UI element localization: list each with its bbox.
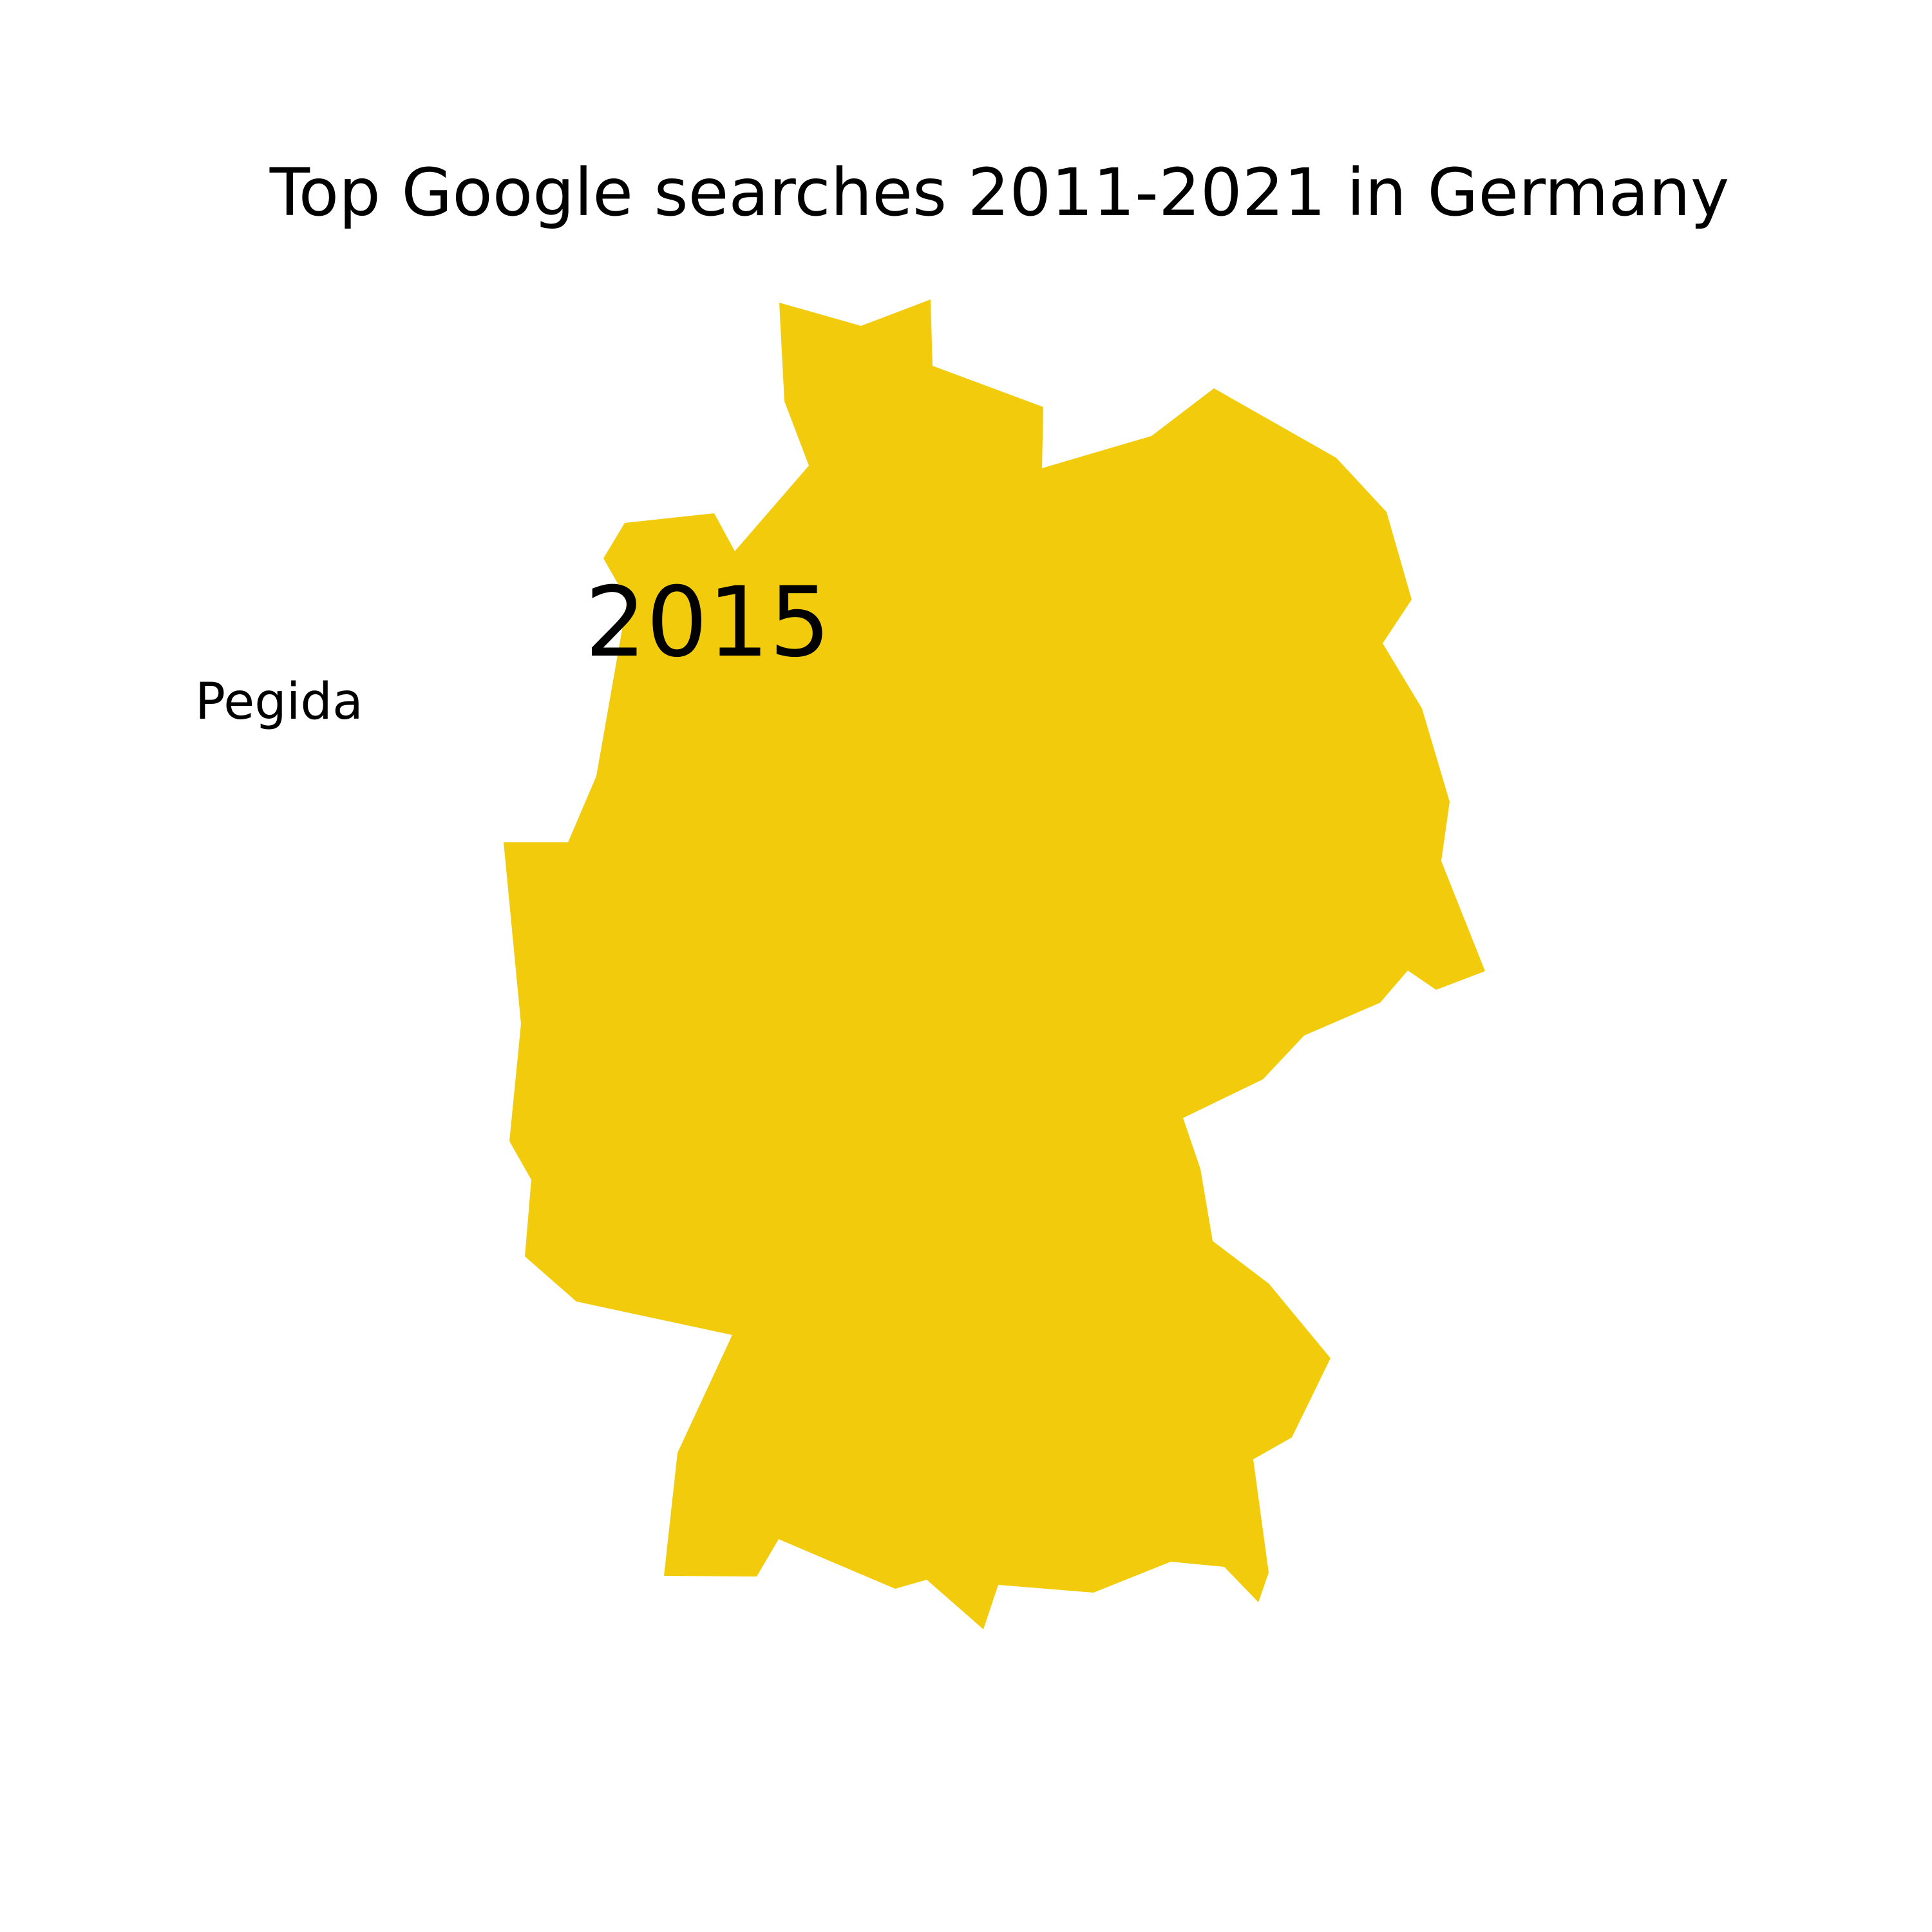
year-label: 2015 (585, 567, 831, 679)
chart-title: Top Google searches 2011-2021 in Germany (269, 155, 1730, 231)
search-term-label: Pegida (195, 673, 363, 731)
germany-map-shape (504, 299, 1485, 1629)
